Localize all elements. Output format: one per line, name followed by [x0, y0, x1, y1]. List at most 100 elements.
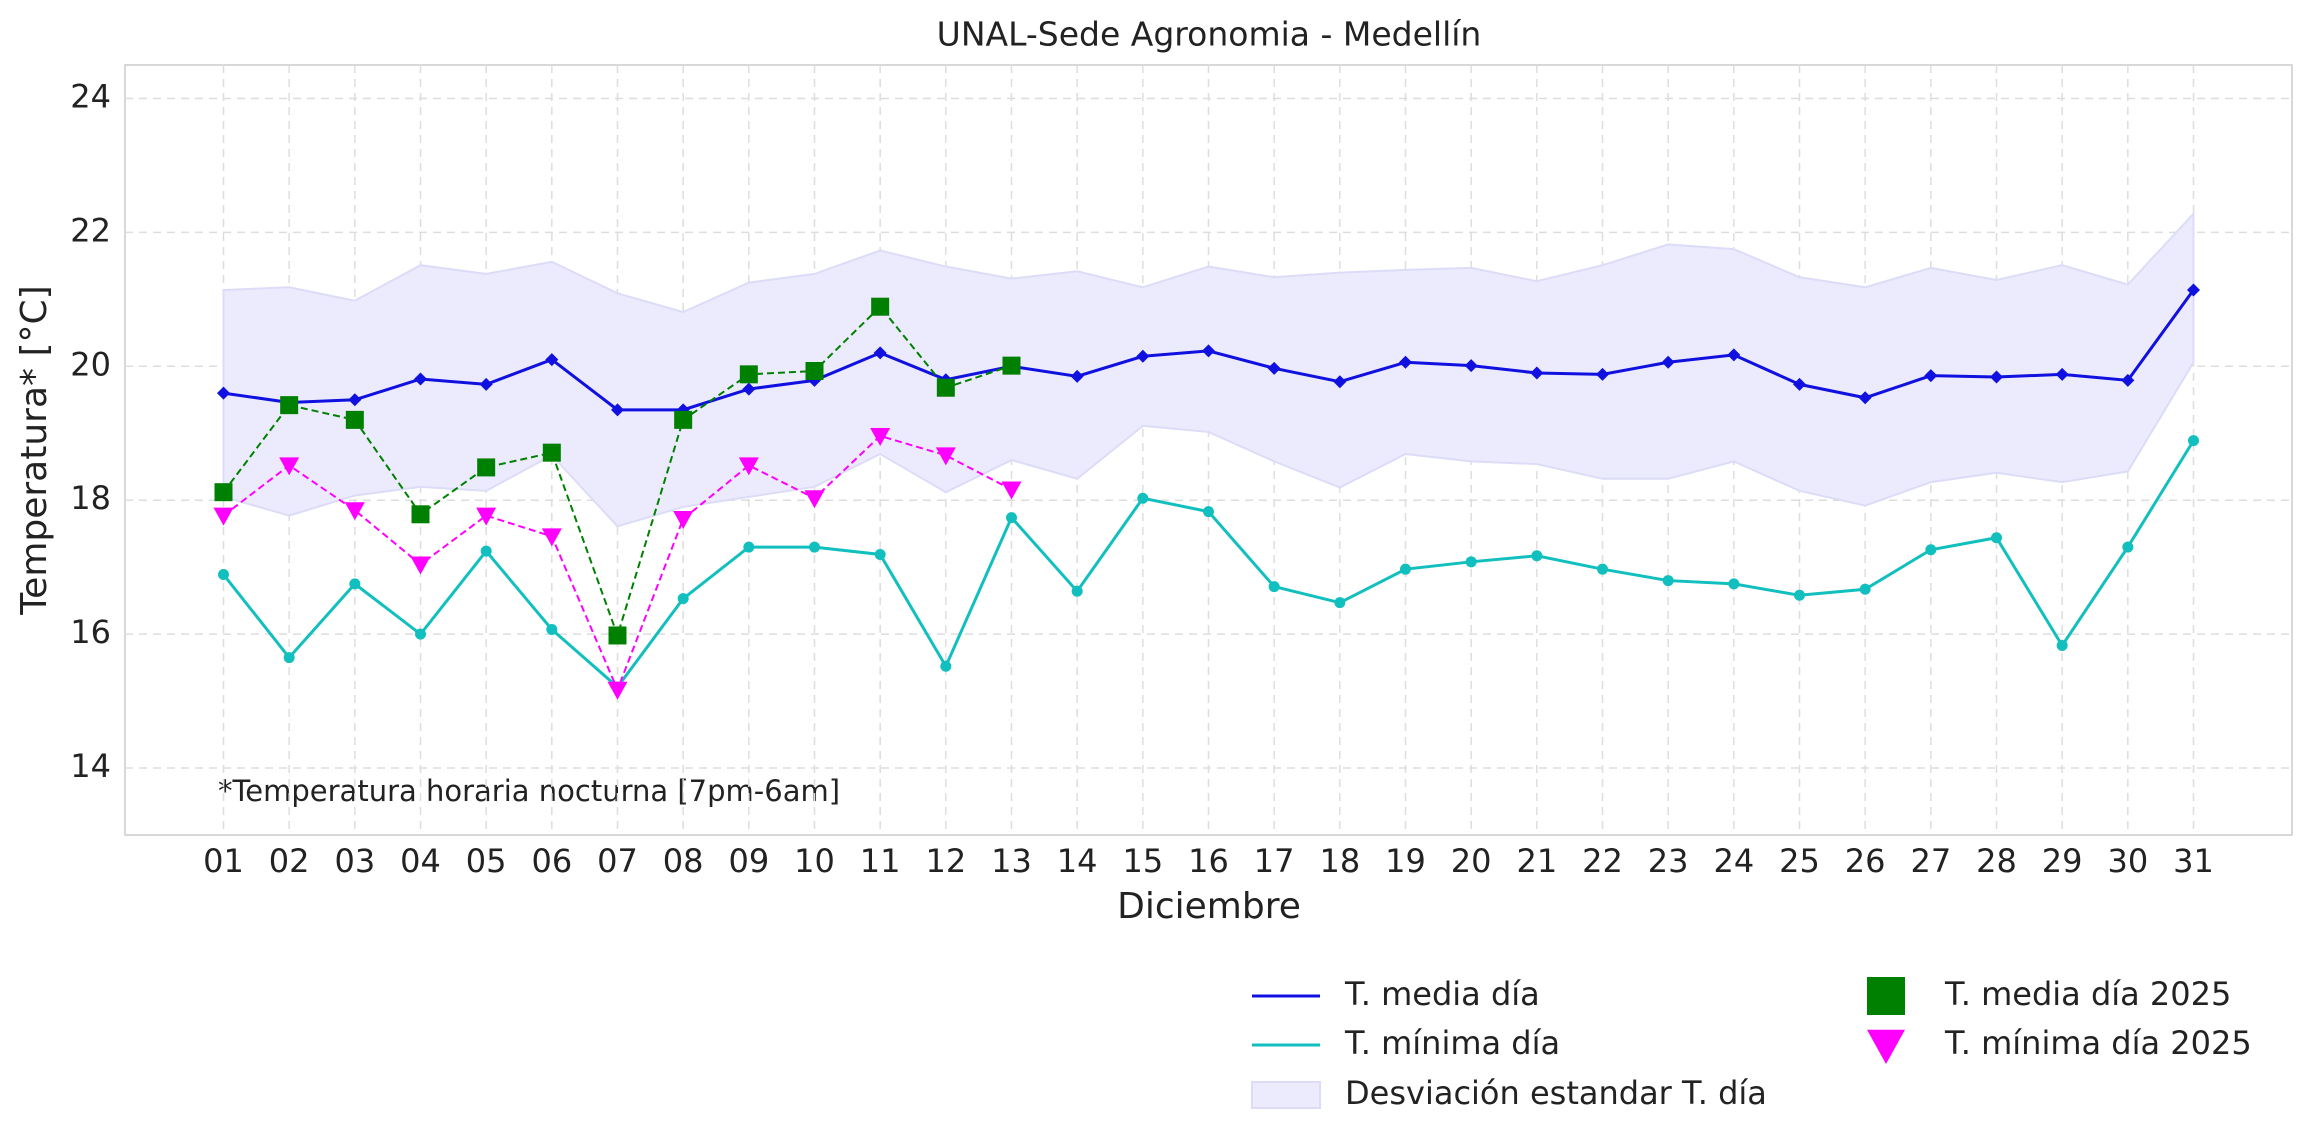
marker — [607, 681, 628, 700]
x-tick-label: 05 — [466, 842, 507, 880]
x-tick-label: 16 — [1188, 842, 1229, 880]
x-tick-label: 14 — [1057, 842, 1098, 880]
marker — [349, 578, 361, 590]
x-tick-label: 13 — [991, 842, 1032, 880]
marker — [1924, 369, 1938, 383]
marker — [283, 652, 295, 664]
chart-title: UNAL-Sede Agronomia - Medellín — [937, 15, 1482, 54]
marker — [1531, 550, 1543, 562]
x-tick-label: 04 — [400, 842, 441, 880]
marker — [1334, 597, 1346, 609]
marker — [738, 457, 759, 476]
marker — [213, 507, 234, 526]
marker — [480, 545, 492, 557]
marker — [1001, 481, 1022, 500]
marker — [348, 393, 362, 407]
x-tick-label: 24 — [1713, 842, 1754, 880]
marker — [739, 365, 758, 384]
x-tick-label: 30 — [2107, 842, 2148, 880]
marker — [414, 372, 427, 386]
x-tick-label: 31 — [2173, 842, 2214, 880]
marker — [873, 346, 887, 360]
marker — [218, 569, 229, 581]
marker — [1136, 349, 1150, 363]
marker — [940, 660, 952, 672]
x-tick-label: 20 — [1451, 842, 1492, 880]
x-tick-label: 07 — [597, 842, 638, 880]
marker — [1859, 583, 1871, 595]
marker — [1661, 355, 1675, 369]
x-tick-label: 01 — [203, 842, 244, 880]
marker — [611, 403, 624, 417]
marker — [1202, 344, 1215, 358]
marker — [608, 626, 627, 645]
marker — [477, 458, 496, 477]
y-tick-label: 14 — [70, 747, 111, 785]
x-tick-label: 03 — [334, 842, 375, 880]
marker — [344, 502, 365, 521]
y-tick-label: 18 — [70, 479, 111, 517]
marker — [1530, 366, 1544, 380]
marker — [805, 361, 824, 380]
x-tick-label: 28 — [1976, 842, 2017, 880]
marker — [546, 623, 558, 635]
marker — [1990, 370, 2003, 384]
marker — [673, 510, 694, 529]
marker — [279, 457, 300, 476]
marker — [1597, 563, 1608, 575]
x-tick-label: 21 — [1516, 842, 1557, 880]
marker — [935, 447, 956, 466]
legend-label: T. mínima día 2025 — [1944, 1024, 2252, 1062]
marker — [2055, 367, 2069, 381]
marker — [214, 483, 233, 502]
x-tick-label: 23 — [1648, 842, 1689, 880]
marker — [1465, 556, 1477, 568]
marker — [1794, 589, 1805, 601]
marker — [1991, 532, 2002, 544]
marker — [2122, 541, 2134, 553]
x-tick-label: 08 — [663, 842, 704, 880]
marker — [1793, 377, 1806, 391]
x-tick-label: 10 — [794, 842, 835, 880]
x-tick-label: 06 — [531, 842, 572, 880]
marker — [2056, 640, 2068, 652]
legend-swatch — [1251, 1081, 1321, 1109]
marker — [1925, 544, 1937, 556]
x-tick-label: 26 — [1845, 842, 1886, 880]
x-tick-label: 27 — [1910, 842, 1951, 880]
x-tick-label: 19 — [1385, 842, 1426, 880]
marker — [280, 396, 299, 415]
marker — [677, 593, 689, 605]
x-axis-label: Diciembre — [1117, 886, 1301, 927]
y-tick-label: 16 — [70, 613, 111, 651]
marker — [1596, 367, 1609, 381]
marker — [936, 378, 955, 397]
x-tick-label: 02 — [269, 842, 310, 880]
marker — [545, 353, 559, 367]
marker — [1203, 506, 1214, 518]
y-tick-label: 20 — [70, 345, 111, 383]
marker — [479, 377, 493, 391]
marker — [1268, 581, 1280, 593]
marker — [2121, 373, 2135, 387]
marker — [1464, 359, 1478, 373]
marker — [1006, 512, 1017, 524]
marker — [871, 297, 890, 316]
legend-swatch — [1867, 1029, 1905, 1064]
marker — [674, 410, 693, 429]
marker — [874, 548, 886, 560]
marker — [1400, 563, 1411, 575]
x-tick-label: 25 — [1779, 842, 1820, 880]
legend-label: T. media día — [1344, 975, 1540, 1013]
x-tick-label: 09 — [728, 842, 769, 880]
x-tick-label: 12 — [925, 842, 966, 880]
marker — [1071, 585, 1083, 597]
marker — [1662, 575, 1674, 587]
x-tick-label: 18 — [1319, 842, 1360, 880]
marker — [410, 556, 431, 575]
marker — [415, 628, 426, 640]
marker — [2187, 283, 2200, 297]
marker — [1002, 356, 1021, 375]
y-tick-label: 24 — [70, 77, 111, 115]
